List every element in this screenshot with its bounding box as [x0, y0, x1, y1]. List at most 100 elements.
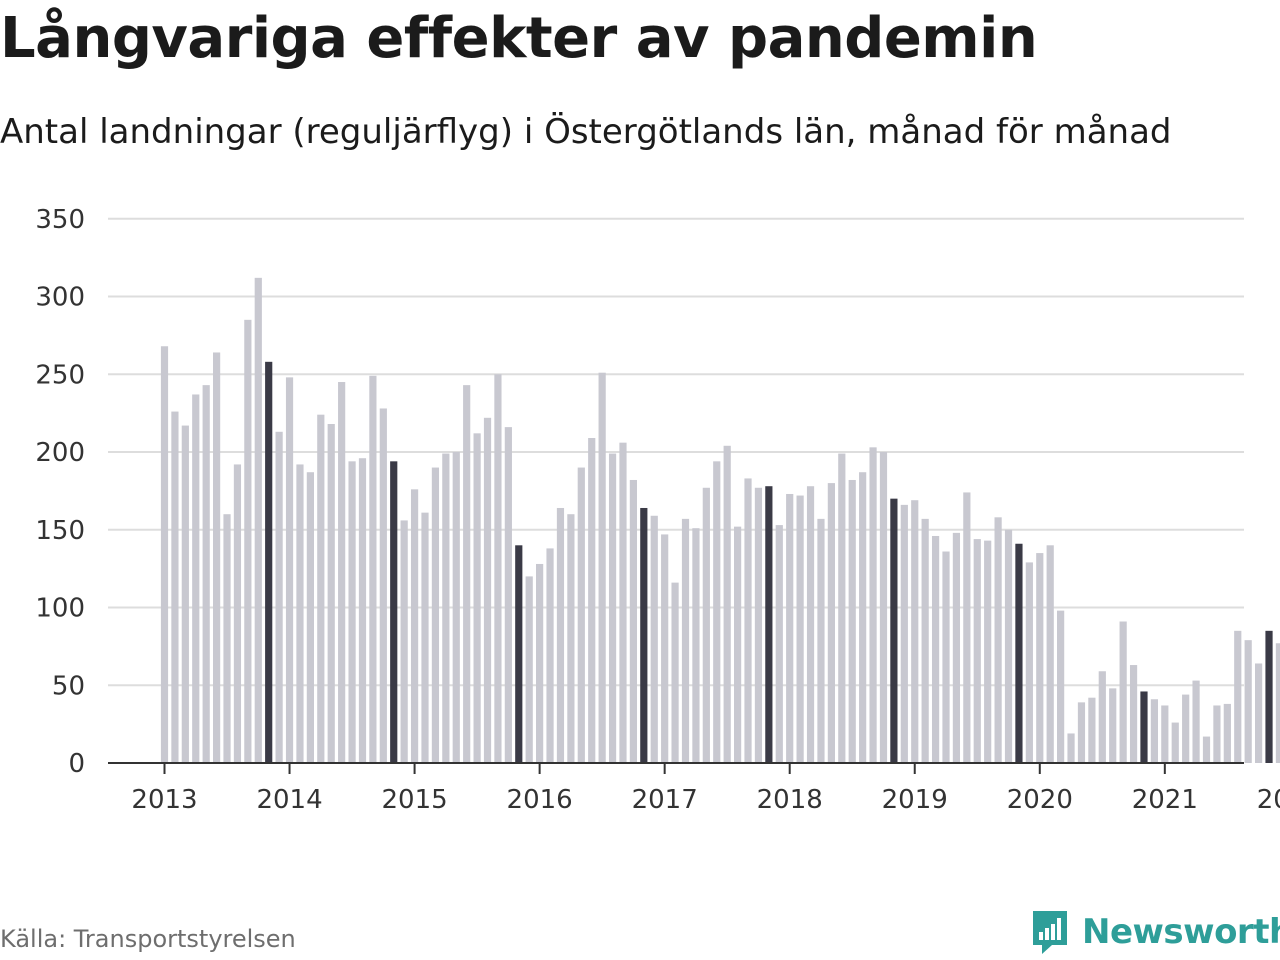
bar: [1077, 702, 1086, 763]
bar: [504, 427, 512, 763]
bar-chart: 0501001502002503003506920132014201520162…: [35, 205, 1280, 815]
bar: [369, 375, 377, 763]
y-tick-label: 50: [52, 671, 85, 701]
bar: [838, 453, 846, 763]
bar: [181, 425, 189, 763]
bar: [911, 500, 919, 763]
bar-highlight: [390, 461, 398, 763]
bar: [1275, 643, 1280, 763]
bar: [973, 539, 981, 763]
bar: [963, 492, 971, 763]
bar: [921, 518, 929, 763]
bar: [213, 352, 221, 763]
bar-highlight: [640, 507, 648, 763]
bar: [171, 411, 179, 763]
bar: [233, 464, 242, 763]
bar-highlight: [515, 545, 523, 763]
bar: [1129, 665, 1138, 763]
bar: [661, 534, 669, 763]
bar: [1171, 722, 1179, 763]
bar: [348, 461, 356, 763]
bar: [775, 525, 783, 763]
bar: [1192, 680, 1200, 763]
bar: [744, 478, 752, 763]
bar: [1234, 630, 1242, 763]
bar: [713, 461, 721, 763]
bar: [379, 408, 387, 763]
bar: [1223, 703, 1231, 763]
x-tick-label: 2015: [381, 785, 447, 815]
axes: 0501001502002503003506920132014201520162…: [35, 205, 1280, 815]
y-tick-label: 150: [35, 516, 85, 546]
bar: [1046, 545, 1054, 763]
bar: [900, 504, 908, 763]
bar: [1109, 688, 1117, 763]
bar: [588, 438, 596, 763]
bar: [546, 548, 554, 763]
bar: [556, 507, 565, 763]
bar: [629, 479, 637, 763]
newsworthy-logo[interactable]: Newsworthy: [1030, 908, 1280, 956]
bar: [869, 447, 877, 763]
x-tick-label: 2022: [1257, 785, 1280, 815]
x-tick-label: 2016: [507, 785, 573, 815]
bar: [1161, 705, 1169, 763]
bar: [931, 535, 940, 763]
bar: [671, 582, 679, 763]
x-tick-label: 2021: [1132, 785, 1198, 815]
bar: [306, 472, 314, 763]
bar: [806, 486, 815, 763]
bar: [254, 277, 262, 763]
bar: [786, 493, 794, 763]
bar-highlight: [1265, 630, 1273, 763]
bar: [192, 394, 200, 763]
bar-highlight: [1140, 691, 1148, 763]
bar: [1119, 621, 1127, 763]
bar: [942, 551, 950, 763]
bar-highlight: [890, 498, 898, 763]
bar: [879, 452, 888, 763]
y-tick-label: 0: [68, 749, 85, 779]
bar: [848, 479, 856, 763]
bar: [327, 424, 335, 763]
bar: [681, 518, 690, 763]
bar: [317, 414, 325, 763]
bar: [702, 487, 710, 763]
bar: [1213, 705, 1221, 763]
bar: [338, 382, 346, 763]
bar: [452, 452, 460, 763]
bar: [296, 464, 304, 763]
bar: [483, 417, 492, 763]
bars: [160, 277, 1280, 763]
x-tick-label: 2019: [882, 785, 948, 815]
bar: [1088, 697, 1096, 763]
bar: [431, 467, 440, 763]
bar: [1150, 699, 1158, 763]
y-tick-label: 200: [35, 438, 85, 468]
chart-title: Långvariga effekter av pandemin: [0, 6, 1038, 71]
bar: [1244, 640, 1252, 763]
bar: [473, 433, 481, 763]
bar: [463, 385, 471, 763]
bar: [994, 517, 1002, 763]
bar: [244, 319, 252, 763]
bar: [754, 487, 763, 763]
bar: [400, 520, 408, 763]
bar-highlight: [765, 486, 773, 763]
bar: [410, 489, 419, 763]
bar: [567, 514, 575, 763]
bar: [598, 372, 606, 763]
x-tick-label: 2013: [131, 785, 197, 815]
source-note: Källa: Transportstyrelsen: [0, 925, 296, 953]
x-tick-label: 2018: [757, 785, 823, 815]
y-tick-label: 350: [35, 205, 85, 235]
bar: [202, 385, 210, 763]
bar: [1067, 733, 1075, 763]
bar: [275, 431, 283, 763]
bar: [1098, 671, 1106, 763]
bar-highlight: [265, 361, 273, 763]
bar: [285, 377, 294, 763]
bar: [796, 495, 804, 763]
x-tick-label: 2014: [256, 785, 322, 815]
bar: [223, 514, 231, 763]
